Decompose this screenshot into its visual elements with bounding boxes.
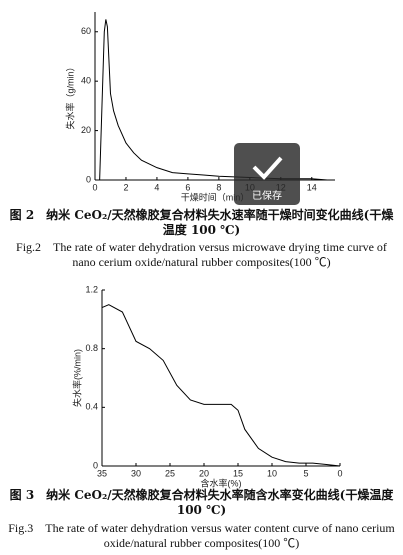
y-axis-label: 失水率（g/min）: [64, 62, 75, 129]
x-tick-label: 35: [97, 468, 107, 478]
y-axis-label: 失水率(%/min): [71, 349, 82, 407]
y-tick-label: 0: [93, 460, 98, 470]
x-tick-label: 0: [337, 468, 342, 478]
x-tick-label: 8: [216, 182, 221, 192]
x-axis-label: 干燥时间（min）: [181, 191, 250, 202]
x-tick-label: 0: [92, 182, 97, 192]
x-tick-label: 4: [154, 182, 159, 192]
x-axis-label: 含水率(%): [201, 477, 242, 488]
toast-label: 已保存: [252, 191, 282, 202]
data-line: [101, 304, 341, 467]
figure-caption-en: Fig.2 The rate of water dehydration vers…: [16, 240, 387, 269]
saved-toast: 已保存: [234, 143, 300, 205]
check-icon: [252, 156, 283, 180]
x-tick-label: 6: [185, 182, 190, 192]
x-tick-label: 25: [165, 468, 175, 478]
y-tick-label: 60: [81, 26, 91, 36]
y-tick-label: 0.4: [85, 402, 98, 412]
x-tick-label: 30: [131, 468, 141, 478]
figure-caption-cn: 图 3 纳米 CeO₂/天然橡胶复合材料失水率随含水率变化曲线(干燥温度 100…: [9, 488, 394, 517]
figure-caption-cn: 图 2 纳米 CeO₂/天然橡胶复合材料失水速率随干燥时间变化曲线(干燥温度 1…: [9, 208, 394, 237]
x-tick-label: 10: [267, 468, 277, 478]
y-tick-label: 20: [81, 125, 91, 135]
x-tick-label: 20: [199, 468, 209, 478]
y-tick-label: 40: [81, 76, 91, 86]
figure-caption-en: Fig.3 The rate of water dehydration vers…: [8, 521, 395, 550]
y-tick-label: 1.2: [85, 284, 98, 294]
x-tick-label: 5: [303, 468, 308, 478]
y-tick-label: 0: [86, 174, 91, 184]
x-tick-label: 14: [307, 182, 317, 192]
y-tick-label: 0.8: [85, 343, 98, 353]
x-tick-label: 2: [123, 182, 128, 192]
x-tick-label: 15: [233, 468, 243, 478]
